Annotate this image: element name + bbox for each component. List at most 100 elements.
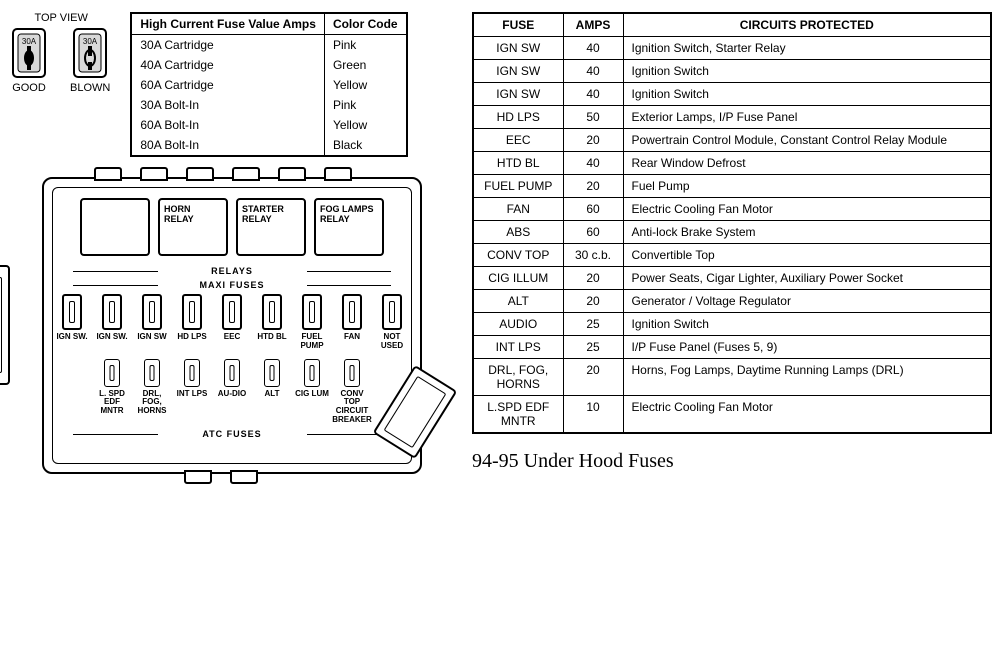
side-connector [0, 265, 10, 385]
ft-cell: 20 [563, 175, 623, 198]
ft-cell: Rear Window Defrost [623, 152, 991, 175]
ft-cell: 10 [563, 396, 623, 434]
relay-slot: FOG LAMPS RELAY [314, 198, 384, 256]
cc-cell: Green [324, 55, 406, 75]
cc-cell: Black [324, 135, 406, 156]
table-row: AUDIO25Ignition Switch [473, 313, 991, 336]
ft-cell: 30 c.b. [563, 244, 623, 267]
slot-label: FUEL PUMP [292, 333, 332, 351]
ft-cell: FAN [473, 198, 563, 221]
ft-cell: Generator / Voltage Regulator [623, 290, 991, 313]
ft-cell: Convertible Top [623, 244, 991, 267]
fuse-amp-text: 30A [22, 37, 37, 46]
slot-label: CIG LUM [292, 390, 332, 399]
cc-cell: 30A Bolt-In [131, 95, 324, 115]
ft-cell: 40 [563, 83, 623, 106]
relay-slot: HORN RELAY [158, 198, 228, 256]
atc-fuse-slot: L. SPD EDF MNTR [95, 359, 129, 416]
ft-cell: IGN SW [473, 83, 563, 106]
ft-cell: 25 [563, 313, 623, 336]
table-row: EEC20Powertrain Control Module, Constant… [473, 129, 991, 152]
ft-cell: 50 [563, 106, 623, 129]
ft-cell: DRL, FOG, HORNS [473, 359, 563, 396]
ft-cell: Anti-lock Brake System [623, 221, 991, 244]
ft-cell: Ignition Switch, Starter Relay [623, 37, 991, 60]
blown-label: BLOWN [70, 82, 110, 94]
ft-cell: EEC [473, 129, 563, 152]
good-fuse-icon: 30A [12, 28, 46, 78]
ft-cell: Ignition Switch [623, 83, 991, 106]
maxi-fuse-slot: IGN SW [135, 294, 169, 342]
ft-cell: HD LPS [473, 106, 563, 129]
slot-label: L. SPD EDF MNTR [92, 390, 132, 416]
ft-cell: 40 [563, 37, 623, 60]
ft-cell: INT LPS [473, 336, 563, 359]
ft-cell: 20 [563, 290, 623, 313]
ft-cell: Fuel Pump [623, 175, 991, 198]
cc-cell: 80A Bolt-In [131, 135, 324, 156]
atc-fuse-slot: DRL, FOG, HORNS [135, 359, 169, 416]
table-row: ABS60Anti-lock Brake System [473, 221, 991, 244]
ft-cell: 25 [563, 336, 623, 359]
maxi-fuse-slot: HD LPS [175, 294, 209, 342]
maxi-fuse-slot: FAN [335, 294, 369, 342]
ft-cell: Ignition Switch [623, 313, 991, 336]
maxi-fuse-slot: NOT USED [375, 294, 409, 351]
maxi-fuse-slot: IGN SW. [55, 294, 89, 342]
slot-label: INT LPS [172, 390, 212, 399]
table-row: IGN SW40Ignition Switch, Starter Relay [473, 37, 991, 60]
figure-caption: 94-95 Under Hood Fuses [472, 450, 992, 473]
table-row: L.SPD EDF MNTR10Electric Cooling Fan Mot… [473, 396, 991, 434]
ft-cell: 40 [563, 152, 623, 175]
ft-cell: Horns, Fog Lamps, Daytime Running Lamps … [623, 359, 991, 396]
cc-header-1: Color Code [324, 13, 406, 35]
ft-cell: ALT [473, 290, 563, 313]
atc-fuse-row: L. SPD EDF MNTRDRL, FOG, HORNSINT LPSAU-… [63, 359, 401, 425]
ft-cell: IGN SW [473, 37, 563, 60]
blown-fuse-icon: 30A [73, 28, 107, 78]
ft-cell: CONV TOP [473, 244, 563, 267]
table-row: IGN SW40Ignition Switch [473, 83, 991, 106]
table-row: INT LPS25I/P Fuse Panel (Fuses 5, 9) [473, 336, 991, 359]
ft-cell: Electric Cooling Fan Motor [623, 396, 991, 434]
maxi-fuse-slot: FUEL PUMP [295, 294, 329, 351]
ft-cell: I/P Fuse Panel (Fuses 5, 9) [623, 336, 991, 359]
cc-cell: 60A Bolt-In [131, 115, 324, 135]
slot-label: AU-DIO [212, 390, 252, 399]
fusebox-diagram: HORN RELAYSTARTER RELAYFOG LAMPS RELAY R… [12, 177, 442, 474]
relay-row: HORN RELAYSTARTER RELAYFOG LAMPS RELAY [63, 198, 401, 256]
slot-label: DRL, FOG, HORNS [132, 390, 172, 416]
cc-cell: 30A Cartridge [131, 35, 324, 56]
ft-cell: FUEL PUMP [473, 175, 563, 198]
maxi-fuse-slot: HTD BL [255, 294, 289, 342]
table-row: DRL, FOG, HORNS20Horns, Fog Lamps, Dayti… [473, 359, 991, 396]
ft-cell: L.SPD EDF MNTR [473, 396, 563, 434]
table-row: FAN60Electric Cooling Fan Motor [473, 198, 991, 221]
svg-text:30A: 30A [83, 37, 98, 46]
ft-cell: 60 [563, 221, 623, 244]
ft-cell: Ignition Switch [623, 60, 991, 83]
ft-cell: 20 [563, 267, 623, 290]
cc-cell: 40A Cartridge [131, 55, 324, 75]
cc-cell: Pink [324, 35, 406, 56]
ft-cell: CIG ILLUM [473, 267, 563, 290]
atc-label: ATC FUSES [63, 429, 401, 439]
good-label: GOOD [12, 82, 46, 94]
slot-label: EEC [212, 333, 252, 342]
atc-fuse-slot: INT LPS [175, 359, 209, 399]
top-tabs [94, 167, 352, 181]
cc-cell: Yellow [324, 75, 406, 95]
table-row: CONV TOP30 c.b.Convertible Top [473, 244, 991, 267]
cc-header-0: High Current Fuse Value Amps [131, 13, 324, 35]
slot-label: ALT [252, 390, 292, 399]
ft-cell: IGN SW [473, 60, 563, 83]
relay-slot [80, 198, 150, 256]
top-left-block: TOP VIEW 30A GOOD [12, 12, 452, 157]
table-row: ALT20Generator / Voltage Regulator [473, 290, 991, 313]
color-code-table: High Current Fuse Value Amps Color Code … [130, 12, 407, 157]
fuse-table: FUSE AMPS CIRCUITS PROTECTED IGN SW40Ign… [472, 12, 992, 434]
slot-label: IGN SW. [92, 333, 132, 342]
ft-header-fuse: FUSE [473, 13, 563, 37]
slot-label: IGN SW [132, 333, 172, 342]
ft-cell: Power Seats, Cigar Lighter, Auxiliary Po… [623, 267, 991, 290]
